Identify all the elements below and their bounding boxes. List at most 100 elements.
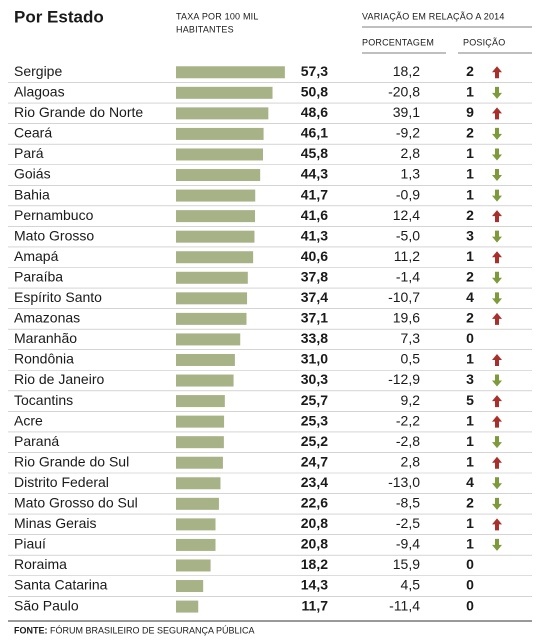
bar <box>176 353 235 366</box>
position: 3 <box>466 371 474 387</box>
percentage: -0,9 <box>396 186 420 202</box>
bar <box>176 86 273 99</box>
position: 2 <box>466 63 474 79</box>
rate: 48,6 <box>301 104 328 120</box>
rate: 20,8 <box>301 515 328 531</box>
position: 9 <box>466 104 474 120</box>
position: 1 <box>466 412 474 428</box>
bar <box>176 312 247 325</box>
state: Mato Grosso do Sul <box>14 495 138 511</box>
state: Ceará <box>14 125 52 141</box>
position: 2 <box>466 268 474 284</box>
percentage: 18,2 <box>393 63 420 79</box>
percentage: -1,4 <box>396 268 420 284</box>
state: Amazonas <box>14 310 80 326</box>
state: Espírito Santo <box>14 289 102 305</box>
rate: 22,6 <box>301 495 328 511</box>
arrow-down <box>492 271 502 284</box>
state: Distrito Federal <box>14 474 109 490</box>
bar <box>176 580 204 593</box>
arrow-up <box>492 415 502 428</box>
arrow-down <box>492 538 502 551</box>
position: 0 <box>466 556 474 572</box>
state: Maranhão <box>14 330 77 346</box>
source-label: FONTE: <box>14 625 48 635</box>
arrow-down <box>492 127 502 140</box>
percentage: -9,4 <box>396 536 420 552</box>
percentage: -2,5 <box>396 515 420 531</box>
state: Mato Grosso <box>14 227 94 243</box>
bar <box>176 559 211 572</box>
arrow-down <box>492 477 502 490</box>
bar <box>176 395 225 408</box>
percentage: 1,3 <box>401 166 421 182</box>
bar <box>176 436 224 449</box>
bar <box>176 456 223 469</box>
rate: 25,2 <box>301 433 328 449</box>
arrow-up <box>492 312 502 325</box>
state: Roraima <box>14 556 67 572</box>
state: Paraná <box>14 433 59 449</box>
percentage: -2,8 <box>396 433 420 449</box>
arrow-down <box>492 497 502 510</box>
bar <box>176 600 199 613</box>
percentage: -8,5 <box>396 495 420 511</box>
rate: 30,3 <box>301 371 328 387</box>
pct-heading: PORCENTAGEM <box>362 37 434 47</box>
position: 1 <box>466 433 474 449</box>
bar <box>176 271 248 284</box>
bar <box>176 333 241 346</box>
position: 1 <box>466 351 474 367</box>
state: Sergipe <box>14 63 62 79</box>
bar <box>176 189 256 202</box>
bar <box>176 415 225 428</box>
rate: 41,6 <box>301 207 328 223</box>
bar <box>176 210 256 223</box>
percentage: -12,9 <box>388 371 420 387</box>
percentage: -11,4 <box>389 597 420 613</box>
rate: 57,3 <box>301 63 328 79</box>
position: 0 <box>466 577 474 593</box>
percentage: -9,2 <box>396 125 420 141</box>
rate: 24,7 <box>301 453 328 469</box>
rate: 20,8 <box>301 536 328 552</box>
state: Pernambuco <box>14 207 94 223</box>
rate-heading-2: HABITANTES <box>176 24 234 34</box>
title: Por Estado <box>14 7 104 26</box>
bar <box>176 230 255 243</box>
position: 1 <box>466 248 474 264</box>
percentage: -2,2 <box>396 412 420 428</box>
percentage: -13,0 <box>388 474 420 490</box>
arrow-up <box>492 518 502 531</box>
state: Rio Grande do Sul <box>14 453 129 469</box>
arrow-down <box>492 292 502 305</box>
rate: 25,3 <box>301 412 328 428</box>
bar <box>176 374 234 387</box>
percentage: 4,5 <box>401 577 421 593</box>
rate-heading-1: TAXA POR 100 MIL <box>176 11 259 21</box>
rate: 50,8 <box>301 84 328 100</box>
source: FÓRUM BRASILEIRO DE SEGURANÇA PÚBLICA <box>50 625 255 635</box>
arrow-down <box>492 189 502 202</box>
state: Rondônia <box>14 351 74 367</box>
position: 1 <box>466 186 474 202</box>
percentage: 9,2 <box>401 392 421 408</box>
rate: 37,1 <box>301 310 328 326</box>
position: 5 <box>466 392 474 408</box>
state: Goiás <box>14 166 51 182</box>
percentage: 19,6 <box>393 310 420 326</box>
percentage: -10,7 <box>388 289 420 305</box>
arrow-up <box>492 251 502 264</box>
arrow-down <box>492 436 502 449</box>
arrow-down <box>492 169 502 182</box>
percentage: 11,2 <box>394 248 420 264</box>
rate: 45,8 <box>301 145 328 161</box>
bar <box>176 107 269 120</box>
arrow-up <box>492 66 502 79</box>
position: 0 <box>466 597 474 613</box>
rate: 44,3 <box>301 166 328 182</box>
rate: 31,0 <box>301 351 328 367</box>
arrow-up <box>492 456 502 469</box>
state: Minas Gerais <box>14 515 96 531</box>
percentage: 2,8 <box>401 145 421 161</box>
